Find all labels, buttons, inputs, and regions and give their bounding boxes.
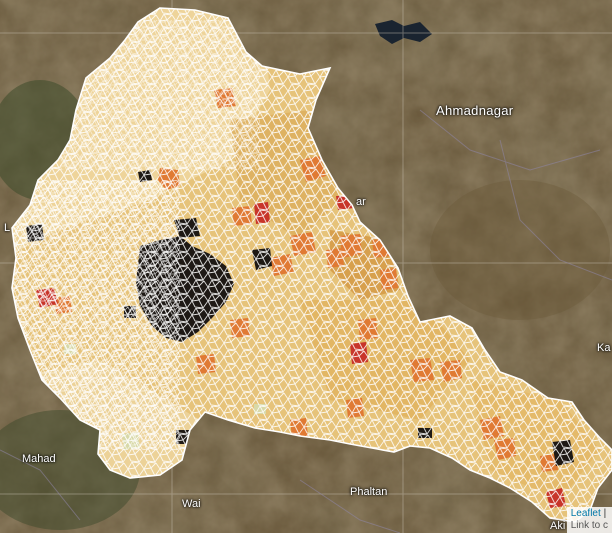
attribution-separator: | [603, 508, 607, 519]
attribution-link-text[interactable]: Link to c [570, 520, 608, 531]
place-label-wai: Wai [182, 498, 201, 510]
roads [0, 109, 612, 533]
reservoir [375, 20, 432, 44]
place-label-aki: Aki [550, 520, 566, 532]
leaflet-link[interactable]: Leaflet [570, 508, 601, 519]
place-label-ahmadnagar: Ahmadnagar [436, 103, 514, 118]
place-label-phaltan: Phaltan [350, 486, 388, 498]
place-label-ka: Ka [597, 342, 611, 354]
place-label-l: L [4, 222, 11, 234]
place-label-mahad: Mahad [22, 453, 56, 465]
map-attribution: Leaflet | Link to c [566, 507, 612, 533]
place-label-partial: ar [356, 196, 366, 208]
terrain-patch [430, 180, 610, 320]
